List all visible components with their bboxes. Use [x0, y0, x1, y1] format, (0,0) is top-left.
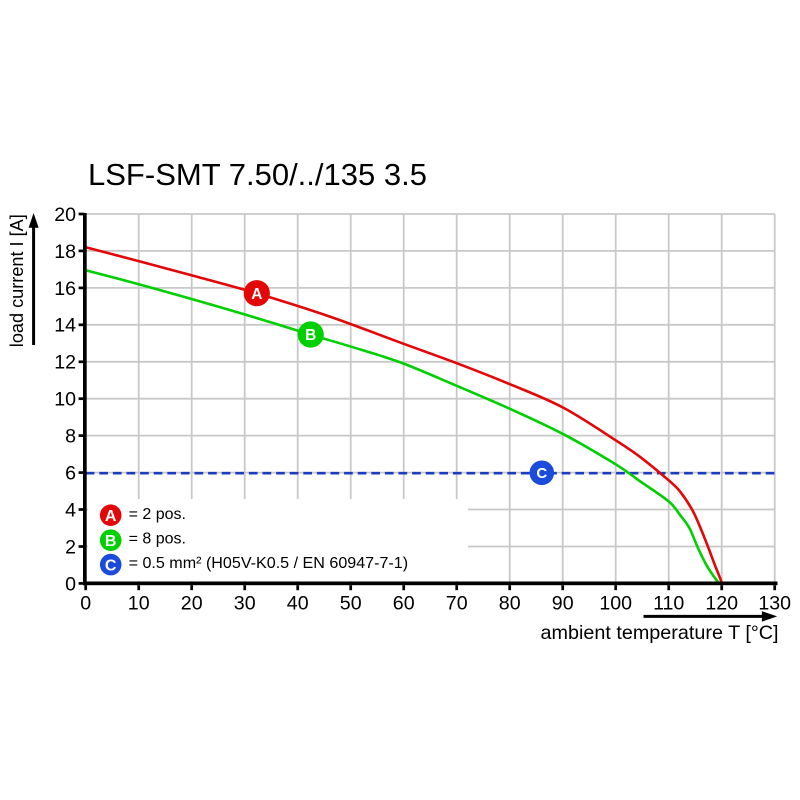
svg-text:LSF-SMT 7.50/../135 3.5: LSF-SMT 7.50/../135 3.5	[88, 157, 427, 192]
svg-text:30: 30	[234, 592, 256, 614]
svg-text:110: 110	[653, 592, 684, 614]
svg-text:20: 20	[54, 204, 76, 226]
svg-text:8: 8	[65, 426, 76, 448]
svg-text:C: C	[536, 465, 547, 482]
svg-text:B: B	[105, 533, 117, 550]
svg-text:10: 10	[54, 389, 76, 411]
svg-text:20: 20	[181, 592, 203, 614]
svg-text:6: 6	[65, 463, 76, 485]
svg-text:130: 130	[758, 592, 791, 614]
svg-text:= 0.5 mm² (H05V-K0.5 / EN 6094: = 0.5 mm² (H05V-K0.5 / EN 60947-7-1)	[129, 555, 409, 572]
svg-text:= 8 pos.: = 8 pos.	[129, 531, 186, 548]
svg-text:load current I [A]: load current I [A]	[7, 214, 27, 347]
svg-text:50: 50	[340, 592, 362, 614]
svg-text:60: 60	[393, 592, 415, 614]
svg-text:16: 16	[54, 278, 76, 300]
svg-text:120: 120	[705, 592, 738, 614]
svg-text:ambient temperature T [°C]: ambient temperature T [°C]	[541, 622, 779, 644]
svg-text:C: C	[105, 557, 117, 574]
svg-text:80: 80	[499, 592, 521, 614]
svg-text:B: B	[305, 327, 316, 344]
svg-text:2: 2	[65, 536, 76, 558]
svg-text:40: 40	[287, 592, 309, 614]
svg-text:18: 18	[54, 241, 76, 263]
svg-text:= 2 pos.: = 2 pos.	[129, 506, 186, 523]
svg-text:12: 12	[54, 352, 76, 374]
svg-text:4: 4	[65, 499, 76, 521]
svg-text:90: 90	[552, 592, 574, 614]
svg-text:70: 70	[446, 592, 468, 614]
svg-text:0: 0	[80, 592, 91, 614]
svg-text:10: 10	[128, 592, 150, 614]
svg-text:A: A	[251, 286, 262, 303]
svg-text:100: 100	[599, 592, 632, 614]
svg-text:14: 14	[54, 315, 76, 337]
svg-text:A: A	[105, 508, 117, 525]
svg-text:0: 0	[65, 573, 76, 595]
